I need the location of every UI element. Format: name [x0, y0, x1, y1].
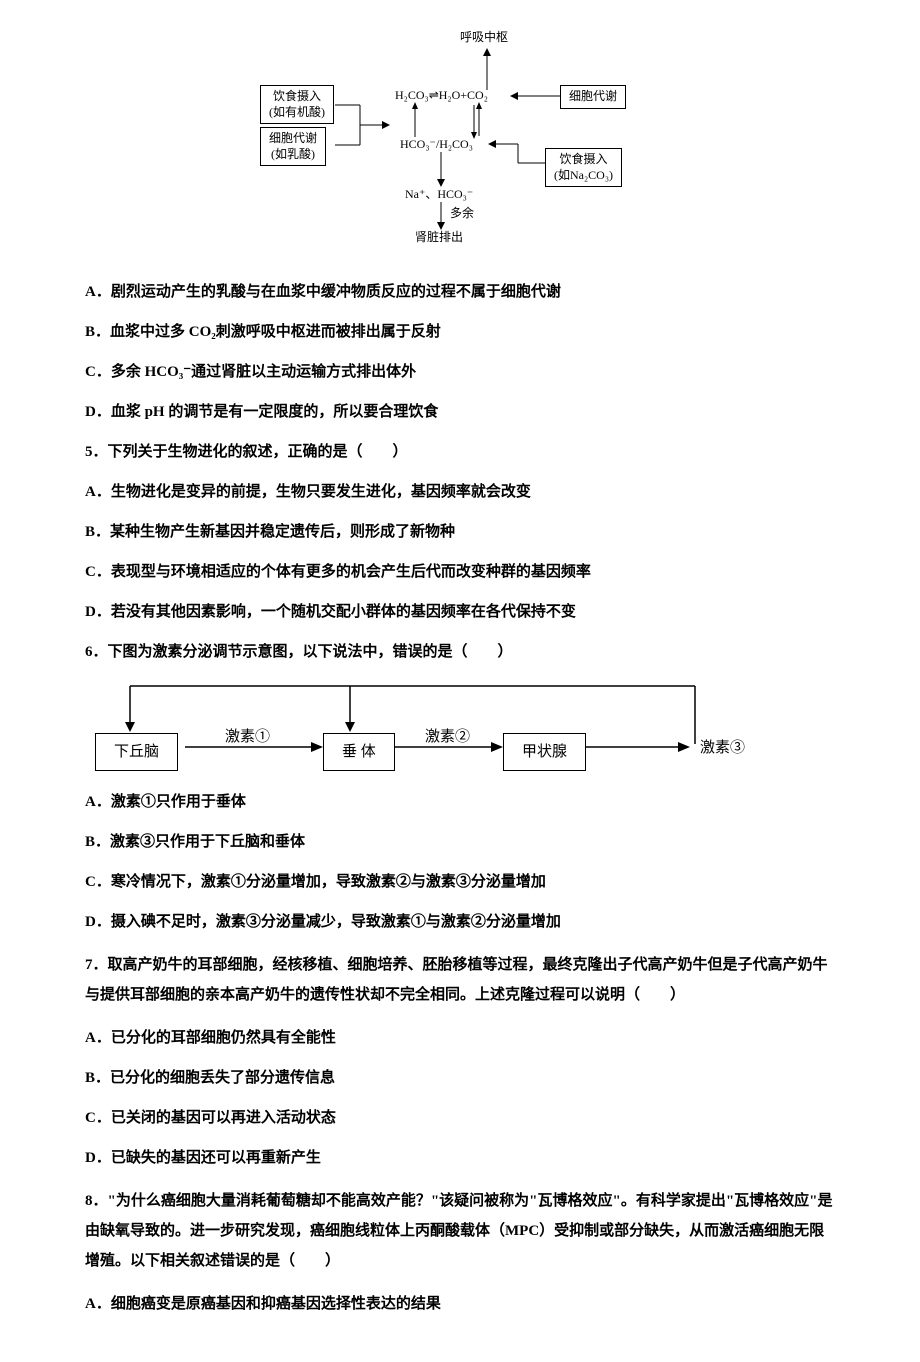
q6-question: 6．下图为激素分泌调节示意图，以下说法中，错误的是（ ） [85, 640, 835, 664]
text: 呼吸中枢 [460, 30, 508, 44]
text: 激素② [425, 729, 470, 745]
hormone-feedback-diagram: 下丘脑 激素① 垂 体 激素② 甲状腺 激素③ [85, 680, 765, 770]
q7-option-a: A．已分化的耳部细胞仍然具有全能性 [85, 1026, 835, 1050]
double-arrow-svg [410, 102, 424, 140]
q6-option-d: D．摄入碘不足时，激素③分泌量减少，导致激素①与激素②分泌量增加 [85, 910, 835, 934]
q6-option-a: A．激素①只作用于垂体 [85, 790, 835, 814]
q5-question: 5．下列关于生物进化的叙述，正确的是（ ） [85, 440, 835, 464]
cell-metabolism-box-right: 细胞代谢 [560, 85, 626, 109]
line2: (如乳酸) [269, 147, 317, 163]
q7-option-b: B．已分化的细胞丢失了部分遗传信息 [85, 1066, 835, 1090]
pituitary-box: 垂 体 [323, 733, 395, 771]
thyroid-box: 甲状腺 [503, 733, 586, 771]
line1: 饮食摄入 [269, 89, 325, 105]
arrow-down-svg-2 [435, 202, 447, 230]
hormone3-label: 激素③ [700, 736, 745, 760]
text: 细胞代谢 [569, 89, 617, 103]
text: 激素① [225, 729, 270, 745]
double-arrow-svg-2 [470, 102, 484, 140]
text: 下丘脑 [114, 744, 159, 760]
excess-label: 多余 [450, 206, 474, 222]
diagram2-container: 下丘脑 激素① 垂 体 激素② 甲状腺 激素③ [85, 680, 835, 770]
ph-regulation-diagram: 呼吸中枢 饮食摄入 (如有机酸) 细胞代谢 (如乳酸) H₂CO₃⇌H₂O+CO… [260, 30, 660, 260]
hormone1-label: 激素① [225, 725, 270, 749]
text: 激素③ [700, 740, 745, 756]
text: 垂 体 [342, 744, 376, 760]
text: HCO₃⁻/H₂CO₃ [400, 137, 473, 151]
arrow-left-down-svg [488, 138, 546, 168]
formula-na-hco3: Na⁺、HCO₃⁻ [405, 187, 473, 203]
diet-intake-box-1: 饮食摄入 (如有机酸) [260, 85, 334, 124]
diet-intake-box-2: 饮食摄入 (如Na₂CO₃) [545, 148, 622, 187]
q8-option-a: A．细胞癌变是原癌基因和抑癌基因选择性表达的结果 [85, 1292, 835, 1316]
q7-option-d: D．已缺失的基因还可以再重新产生 [85, 1146, 835, 1170]
hypothalamus-box: 下丘脑 [95, 733, 178, 771]
left-bracket-svg [335, 100, 390, 155]
q7-option-c: C．已关闭的基因可以再进入活动状态 [85, 1106, 835, 1130]
hormone2-label: 激素② [425, 725, 470, 749]
text: 甲状腺 [522, 744, 567, 760]
text: 多余 [450, 206, 474, 220]
arrow-left-svg [510, 90, 560, 102]
line1: 饮食摄入 [554, 152, 613, 168]
line2: (如有机酸) [269, 105, 325, 121]
q8-question: 8．"为什么癌细胞大量消耗葡萄糖却不能高效产能？"该疑问被称为"瓦博格效应"。有… [85, 1186, 835, 1276]
q4-option-d: D．血浆 pH 的调节是有一定限度的，所以要合理饮食 [85, 400, 835, 424]
q6-option-b: B．激素③只作用于下丘脑和垂体 [85, 830, 835, 854]
text: H₂CO₃⇌H₂O+CO₂ [395, 88, 488, 102]
q4-option-b: B．血浆中过多 CO₂刺激呼吸中枢进而被排出属于反射 [85, 320, 835, 344]
q4-option-a: A．剧烈运动产生的乳酸与在血浆中缓冲物质反应的过程不属于细胞代谢 [85, 280, 835, 304]
text: Na⁺、HCO₃⁻ [405, 187, 473, 201]
q5-option-a: A．生物进化是变异的前提，生物只要发生进化，基因频率就会改变 [85, 480, 835, 504]
q5-option-b: B．某种生物产生新基因并稳定遗传后，则形成了新物种 [85, 520, 835, 544]
cell-metabolism-box: 细胞代谢 (如乳酸) [260, 127, 326, 166]
formula-hco3: HCO₃⁻/H₂CO₃ [400, 137, 473, 153]
line2: (如Na₂CO₃) [554, 168, 613, 184]
q5-option-d: D．若没有其他因素影响，一个随机交配小群体的基因频率在各代保持不变 [85, 600, 835, 624]
diagram1-container: 呼吸中枢 饮食摄入 (如有机酸) 细胞代谢 (如乳酸) H₂CO₃⇌H₂O+CO… [85, 30, 835, 260]
q5-option-c: C．表现型与环境相适应的个体有更多的机会产生后代而改变种群的基因频率 [85, 560, 835, 584]
arrow-up-svg [482, 48, 492, 90]
respiratory-center-label: 呼吸中枢 [460, 30, 508, 46]
line1: 细胞代谢 [269, 131, 317, 147]
q7-question: 7．取高产奶牛的耳部细胞，经核移植、细胞培养、胚胎移植等过程，最终克隆出子代高产… [85, 950, 835, 1010]
kidney-label: 肾脏排出 [415, 230, 463, 246]
text: 肾脏排出 [415, 230, 463, 244]
q6-option-c: C．寒冷情况下，激素①分泌量增加，导致激素②与激素③分泌量增加 [85, 870, 835, 894]
q4-option-c: C．多余 HCO₃⁻通过肾脏以主动运输方式排出体外 [85, 360, 835, 384]
arrow-down-svg [435, 152, 447, 187]
